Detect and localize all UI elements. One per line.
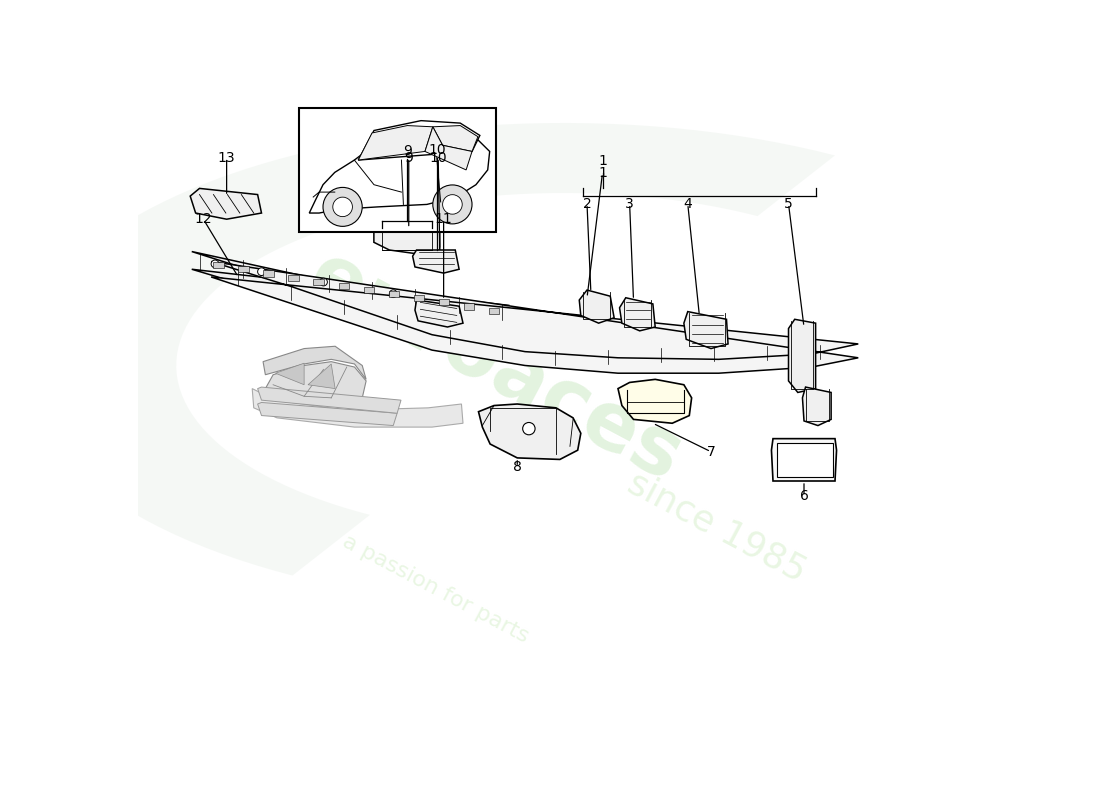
Bar <box>264 270 274 277</box>
Polygon shape <box>275 363 304 385</box>
Polygon shape <box>309 133 490 213</box>
Bar <box>439 299 450 306</box>
Text: 5: 5 <box>784 197 793 210</box>
Circle shape <box>522 422 535 435</box>
Text: 10: 10 <box>429 143 447 157</box>
Polygon shape <box>211 262 858 373</box>
Circle shape <box>389 290 397 298</box>
Text: 1: 1 <box>598 166 607 180</box>
Polygon shape <box>412 250 459 273</box>
Polygon shape <box>618 379 692 423</box>
Polygon shape <box>265 362 366 398</box>
Bar <box>414 295 425 302</box>
Text: euroaces: euroaces <box>296 236 695 498</box>
Circle shape <box>211 260 219 268</box>
Bar <box>488 307 499 314</box>
Polygon shape <box>425 126 472 170</box>
Polygon shape <box>374 229 440 254</box>
Text: 12: 12 <box>195 212 212 226</box>
Bar <box>213 262 224 268</box>
Polygon shape <box>263 346 366 379</box>
Polygon shape <box>478 404 581 459</box>
Circle shape <box>333 197 352 217</box>
Text: 10: 10 <box>429 150 447 165</box>
Polygon shape <box>252 389 463 427</box>
Polygon shape <box>803 387 832 426</box>
Polygon shape <box>308 364 336 389</box>
Text: since 1985: since 1985 <box>623 466 812 589</box>
Polygon shape <box>580 290 614 323</box>
Text: 6: 6 <box>800 490 808 503</box>
Text: a passion for parts: a passion for parts <box>339 531 532 646</box>
Polygon shape <box>771 438 837 481</box>
Bar <box>463 303 474 310</box>
Polygon shape <box>359 121 480 160</box>
Text: 8: 8 <box>513 460 521 474</box>
Text: 9: 9 <box>405 150 414 165</box>
Text: 11: 11 <box>434 212 452 226</box>
Circle shape <box>432 185 472 224</box>
Polygon shape <box>191 251 509 321</box>
Polygon shape <box>21 123 835 575</box>
Text: 9: 9 <box>403 145 411 158</box>
Bar <box>777 442 833 477</box>
Bar <box>239 266 250 273</box>
Circle shape <box>442 194 462 214</box>
Polygon shape <box>684 312 728 349</box>
Text: 13: 13 <box>218 150 235 165</box>
Bar <box>363 287 374 293</box>
Bar <box>314 278 324 285</box>
Polygon shape <box>415 300 463 327</box>
Bar <box>388 291 399 297</box>
Polygon shape <box>359 126 432 160</box>
Bar <box>339 282 350 289</box>
Bar <box>299 108 496 231</box>
Circle shape <box>323 187 362 226</box>
Polygon shape <box>432 126 477 151</box>
Polygon shape <box>789 319 815 393</box>
Polygon shape <box>190 188 262 219</box>
Circle shape <box>320 278 328 286</box>
Polygon shape <box>257 387 402 414</box>
Text: 2: 2 <box>583 197 592 210</box>
Polygon shape <box>619 298 656 331</box>
Bar <box>288 274 299 281</box>
Text: 4: 4 <box>683 197 692 210</box>
Text: 1: 1 <box>598 154 607 169</box>
Polygon shape <box>257 402 397 426</box>
Circle shape <box>257 268 265 275</box>
Text: 7: 7 <box>706 445 715 458</box>
Text: 3: 3 <box>625 197 634 210</box>
